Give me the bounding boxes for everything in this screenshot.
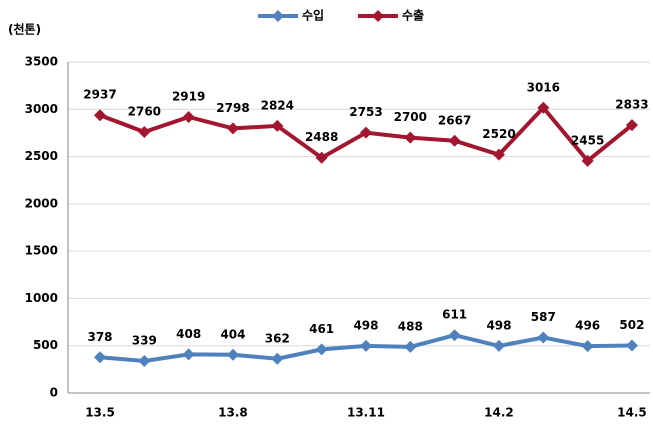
marker	[359, 339, 372, 352]
y-tick-label: 2000	[25, 196, 58, 210]
data-label: 2520	[482, 127, 515, 141]
y-tick-label: 3000	[25, 102, 58, 116]
y-tick-label: 1000	[25, 291, 58, 305]
y-tick-label: 0	[50, 386, 58, 400]
marker	[271, 119, 284, 132]
data-label: 3016	[527, 80, 560, 94]
marker	[448, 134, 461, 147]
marker	[226, 122, 239, 135]
marker	[94, 351, 106, 364]
x-tick-label: 14.5	[617, 406, 647, 420]
marker	[492, 339, 505, 352]
data-label: 496	[575, 319, 600, 333]
marker	[537, 331, 550, 344]
x-tick-label: 13.8	[218, 406, 248, 420]
marker	[359, 126, 372, 139]
marker	[94, 109, 106, 122]
marker	[271, 352, 284, 365]
data-label: 461	[309, 322, 334, 336]
data-label: 2667	[438, 113, 471, 127]
marker	[537, 101, 550, 114]
marker	[404, 340, 417, 353]
marker	[226, 348, 239, 361]
marker	[625, 119, 638, 132]
marker	[448, 329, 461, 342]
legend-marker	[372, 10, 384, 22]
data-label: 498	[353, 318, 378, 332]
marker	[138, 354, 151, 367]
data-label: 408	[176, 327, 201, 341]
data-label: 378	[87, 330, 112, 344]
data-label: 2488	[305, 130, 338, 144]
marker	[315, 151, 328, 164]
marker	[625, 339, 638, 352]
data-label: 488	[398, 319, 423, 333]
marker	[581, 154, 594, 167]
marker	[404, 131, 417, 144]
data-label: 2937	[83, 88, 116, 102]
y-tick-label: 2500	[25, 149, 58, 163]
x-tick-label: 13.11	[347, 406, 385, 420]
data-label: 2753	[349, 105, 382, 119]
y-axis-label: (천톤)	[8, 22, 41, 37]
data-label: 2919	[172, 89, 205, 103]
marker	[492, 148, 505, 161]
data-label: 2833	[615, 98, 648, 112]
data-label: 362	[265, 331, 290, 345]
marker	[581, 340, 594, 353]
data-label: 404	[220, 327, 245, 341]
data-label: 339	[132, 333, 157, 347]
marker	[138, 125, 151, 138]
data-label: 2455	[571, 133, 604, 147]
y-tick-label: 3500	[25, 55, 58, 69]
y-tick-label: 1500	[25, 244, 58, 258]
marker	[182, 348, 195, 361]
data-label: 2798	[216, 101, 249, 115]
legend-label: 수입	[302, 9, 324, 23]
x-tick-label: 13.5	[85, 406, 115, 420]
legend-label: 수출	[402, 8, 424, 23]
y-tick-label: 500	[33, 338, 58, 352]
data-label: 611	[442, 308, 467, 322]
data-label: 502	[619, 318, 644, 332]
data-label: 498	[486, 318, 511, 332]
marker	[182, 110, 195, 123]
data-label: 2700	[394, 110, 427, 124]
marker	[315, 343, 328, 356]
data-label: 587	[531, 310, 556, 324]
x-tick-label: 14.2	[484, 406, 514, 420]
data-label: 2760	[128, 104, 161, 118]
legend-marker	[272, 10, 284, 22]
data-label: 2824	[261, 98, 294, 112]
